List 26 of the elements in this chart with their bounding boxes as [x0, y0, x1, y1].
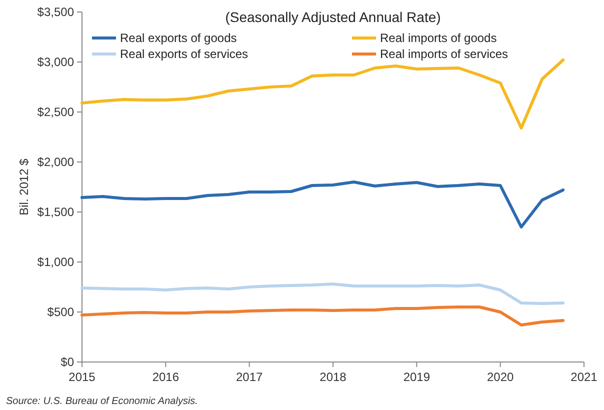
legend-label: Real imports of goods [380, 31, 497, 46]
line-series [80, 58, 565, 130]
x-tick-label: 2020 [486, 370, 514, 384]
y-tick-label: $2,000 [37, 155, 74, 170]
line-series [80, 282, 565, 305]
x-tick-label: 2021 [570, 370, 598, 384]
y-tick-label: $2,500 [37, 105, 74, 120]
chart-title: (Seasonally Adjusted Annual Rate) [225, 9, 441, 25]
legend-label: Real exports of goods [120, 31, 237, 46]
y-tick-label: $0 [60, 355, 74, 370]
x-tick-label: 2017 [236, 370, 264, 384]
x-tick-label: 2015 [68, 370, 96, 384]
x-tick-label: 2019 [403, 370, 430, 384]
x-tick-label: 2018 [320, 370, 347, 384]
y-tick-label: $3,500 [37, 5, 74, 20]
line-series [80, 180, 565, 228]
legend-label: Real imports of services [380, 47, 508, 62]
source-note: Source: U.S. Bureau of Economic Analysis. [6, 396, 198, 407]
y-tick-label: $1,500 [37, 205, 74, 220]
y-tick-label: $500 [47, 305, 74, 320]
y-axis-title: Bil. 2012 $ [17, 158, 31, 216]
legend-label: Real exports of services [120, 47, 248, 62]
y-tick-label: $1,000 [37, 255, 74, 270]
x-tick-label: 2016 [152, 370, 180, 384]
line-series [80, 306, 565, 326]
y-tick-label: $3,000 [37, 55, 74, 70]
